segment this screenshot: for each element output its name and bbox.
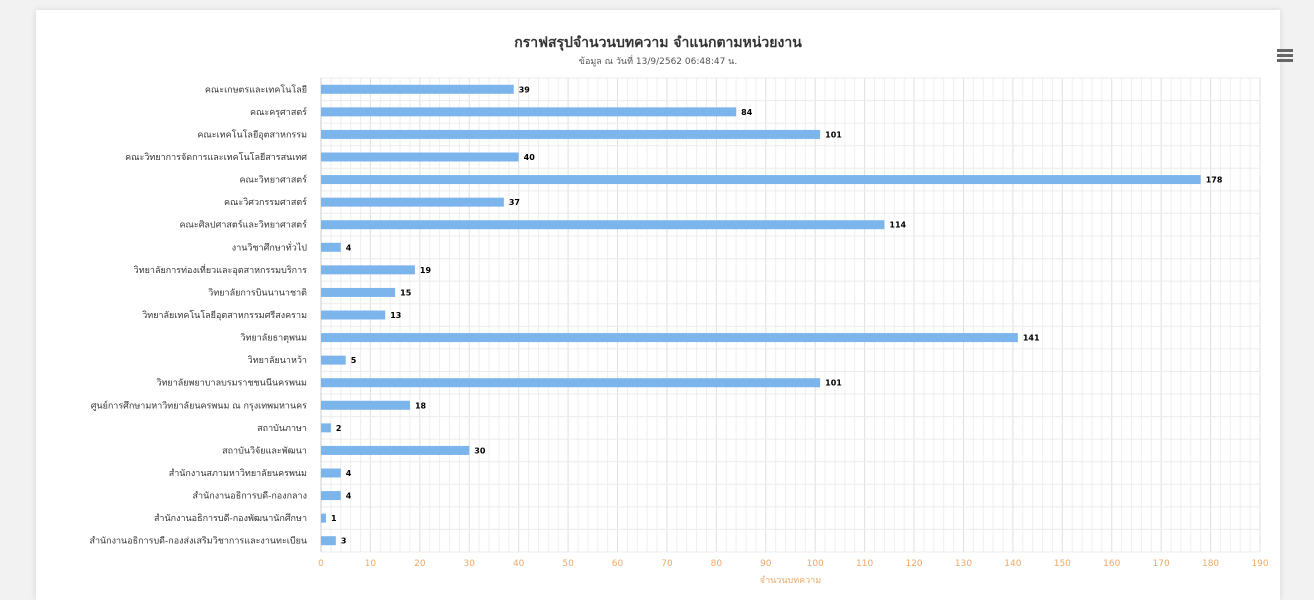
x-tick-label: 80 [711,559,723,569]
category-label: คณะวิทยาศาสตร์ [240,174,308,186]
category-label: สถาบันภาษา [257,424,307,434]
x-tick-label: 180 [1202,559,1219,569]
x-tick-label: 130 [955,559,972,569]
bar [321,107,737,117]
category-label: วิทยาลัยเทคโนโลยีอุตสาหกรรมศรีสงคราม [142,310,307,321]
data-label: 4 [346,469,352,478]
data-label: 101 [825,379,842,388]
category-label: คณะวิทยาการจัดการและเทคโนโลยีสารสนเทศ [125,152,307,163]
x-tick-label: 0 [318,559,324,569]
bar [321,333,1018,343]
menu-line [1277,49,1293,52]
hamburger-menu-icon[interactable] [1274,47,1296,65]
data-label: 4 [346,492,352,501]
category-label: สำนักงานอธิการบดี-กองพัฒนานักศึกษา [154,513,307,524]
bar [321,310,386,320]
bar [321,355,346,365]
category-label: คณะเกษตรและเทคโนโลยี [205,84,307,95]
data-label: 84 [741,108,753,117]
bar [321,220,885,230]
category-label: คณะเทคโนโลยีอุตสาหกรรม [197,129,307,140]
category-label: ศูนย์การศึกษามหาวิทยาลัยนครพนม ณ กรุงเทพ… [91,399,307,411]
data-label: 13 [390,311,401,320]
bar [321,400,410,410]
bar [321,242,341,252]
x-tick-label: 140 [1004,559,1021,569]
category-label: สถาบันวิจัยและพัฒนา [222,445,307,456]
data-label: 101 [825,130,842,139]
grid-layer [320,77,1261,553]
x-tick-label: 170 [1153,559,1170,569]
category-label: วิทยาลัยพยาบาลบรมราชชนนีนครพนม [156,378,307,389]
menu-line [1277,54,1293,57]
data-label: 5 [351,356,357,365]
bar [321,175,1201,185]
category-label: วิทยาลัยธาตุพนม [240,333,307,344]
data-label: 30 [474,446,486,455]
bar [321,423,331,433]
category-label: วิทยาลัยการท่องเที่ยวและอุตสาหกรรมบริการ [134,263,307,276]
data-label: 19 [420,266,432,275]
data-label: 37 [509,198,520,207]
x-tick-label: 60 [612,559,624,569]
x-tick-label: 90 [760,559,772,569]
x-axis-title: จำนวนบทความ [760,575,821,586]
bar-layer [321,84,1201,546]
label-layer: 39คณะเกษตรและเทคโนโลยี84คณะครุศาสตร์101ค… [89,84,1268,569]
category-label: คณะครุศาสตร์ [250,106,307,118]
category-label: วิทยาลัยการบินนานาชาติ [208,287,307,298]
x-tick-label: 20 [414,559,426,569]
x-tick-label: 30 [464,559,476,569]
data-label: 39 [519,85,531,94]
x-tick-label: 190 [1251,559,1268,569]
bar [321,152,519,162]
bar [321,513,326,523]
x-tick-label: 150 [1054,559,1071,569]
bar [321,536,336,546]
x-tick-label: 40 [513,559,525,569]
bar [321,84,514,94]
x-tick-label: 70 [661,559,673,569]
category-label: สำนักงานอธิการบดี-กองกลาง [193,491,307,502]
x-tick-label: 50 [562,559,574,569]
x-tick-label: 10 [365,559,377,569]
category-label: คณะวิศวกรรมศาสตร์ [224,196,307,208]
menu-line [1277,59,1293,62]
category-label: งานวิชาศึกษาทั่วไป [232,240,307,253]
data-label: 178 [1206,176,1223,185]
chart-title: กราฟสรุปจำนวนบทความ จำแนกตามหน่วยงาน [514,35,802,51]
category-label: คณะศิลปศาสตร์และวิทยาศาสตร์ [180,219,308,231]
category-label: วิทยาลัยนาหว้า [248,355,307,366]
data-label: 4 [346,243,352,252]
data-label: 1 [331,514,337,523]
x-tick-label: 120 [905,559,922,569]
data-label: 18 [415,401,427,410]
data-label: 2 [336,424,342,433]
data-label: 141 [1023,334,1040,343]
data-label: 114 [889,221,906,230]
bar [321,197,504,207]
bar [321,491,341,501]
category-label: สำนักงานอธิการบดี-กองส่งเสริมวิชาการและง… [89,536,307,547]
bar [321,468,341,478]
data-label: 40 [524,153,536,162]
bar [321,287,396,297]
chart-subtitle: ข้อมูล ณ วันที่ 13/9/2562 06:48:47 น. [578,57,738,67]
bar [321,445,470,455]
category-label: สำนักงานสภามหาวิทยาลัยนครพนม [169,468,307,479]
x-tick-label: 100 [807,559,824,569]
data-label: 3 [341,537,347,546]
x-tick-label: 110 [856,559,873,569]
x-tick-label: 160 [1103,559,1120,569]
bar [321,378,821,388]
bar [321,265,415,275]
data-label: 15 [400,288,412,297]
bar [321,129,821,139]
